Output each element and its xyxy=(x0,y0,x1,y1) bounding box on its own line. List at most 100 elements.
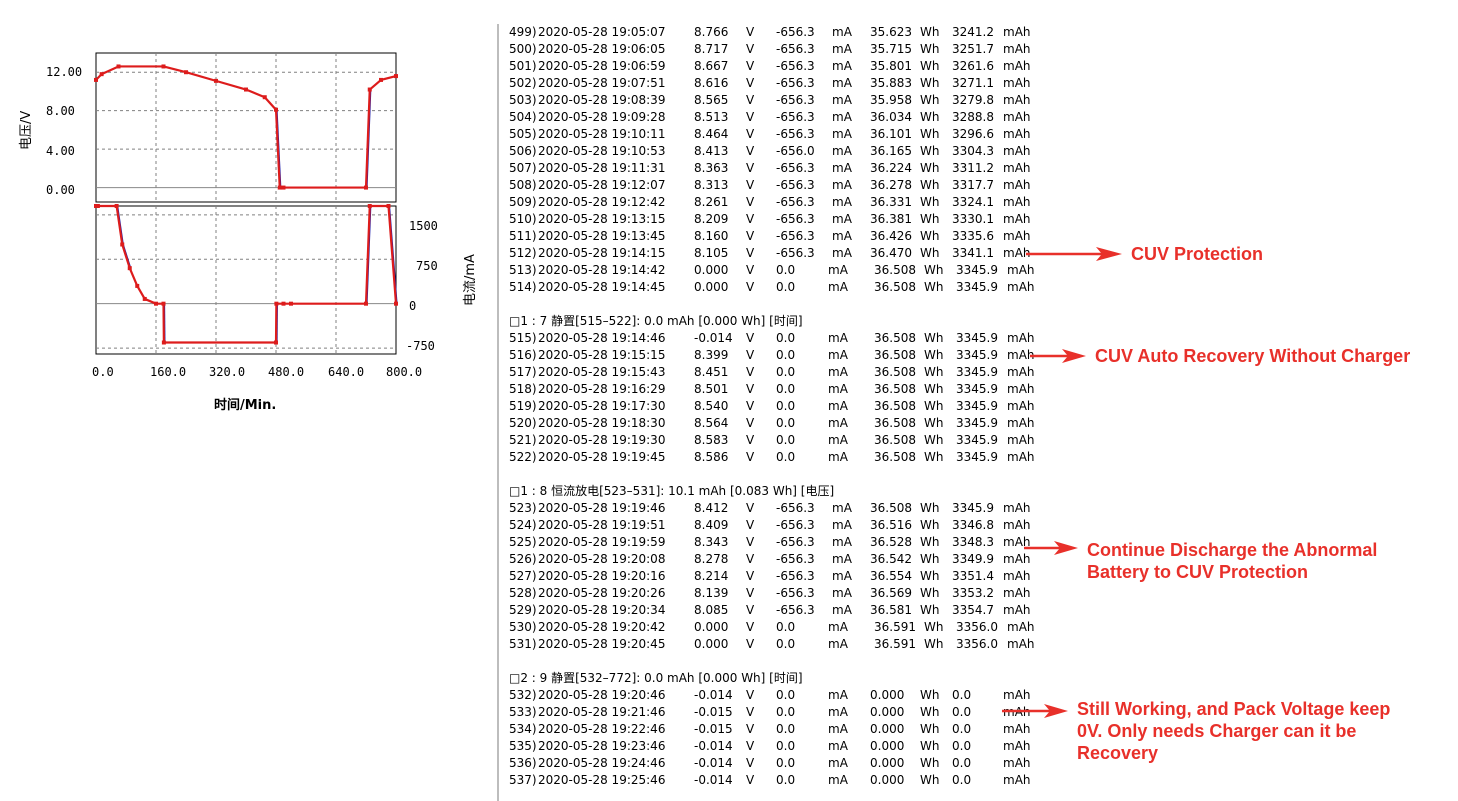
log-cell: 516) xyxy=(509,348,537,362)
log-cell: V xyxy=(746,586,755,600)
annotation-still-line1: Still Working, and Pack Voltage keep xyxy=(1077,699,1391,719)
voltage-ylabel: 电压/V xyxy=(19,111,34,150)
log-cell: 0.0 xyxy=(776,688,796,702)
log-cell: Wh xyxy=(920,722,940,736)
log-cell: 2020-05-28 19:17:30 xyxy=(538,399,666,413)
log-cell: -656.3 xyxy=(776,569,815,583)
log-cell: -656.3 xyxy=(776,603,815,617)
log-cell: V xyxy=(746,705,755,719)
log-cell: 502) xyxy=(509,76,537,90)
log-cell: mA xyxy=(828,263,848,277)
log-cell: Wh xyxy=(920,229,940,243)
log-cell: 2020-05-28 19:19:46 xyxy=(538,501,666,515)
log-cell: 8.583 xyxy=(694,433,729,447)
log-cell: 8.363 xyxy=(694,161,729,175)
log-cell: Wh xyxy=(920,42,940,56)
log-cell: 515) xyxy=(509,331,537,345)
log-cell: 0.0 xyxy=(776,263,796,277)
log-cell: mAh xyxy=(1007,331,1035,345)
log-cell: 0.000 xyxy=(694,620,729,634)
log-cell: 8.278 xyxy=(694,552,729,566)
log-cell: mA xyxy=(828,773,848,787)
log-cell: mAh xyxy=(1007,433,1035,447)
log-cell: 8.540 xyxy=(694,399,729,413)
log-cell: mA xyxy=(828,433,848,447)
current-ylabel: 电流/mA xyxy=(463,254,478,306)
log-cell: 8.451 xyxy=(694,365,729,379)
log-cell: 0.0 xyxy=(952,705,972,719)
log-cell: 36.581 xyxy=(870,603,912,617)
log-cell: 8.399 xyxy=(694,348,729,362)
log-cell: V xyxy=(746,450,755,464)
arrow-right-icon xyxy=(1002,704,1068,718)
log-cell: mAh xyxy=(1003,25,1031,39)
log-cell: 36.508 xyxy=(874,280,916,294)
log-cell: 8.139 xyxy=(694,586,729,600)
log-cell: 517) xyxy=(509,365,537,379)
arrow-right-icon xyxy=(1026,247,1122,261)
log-cell: 0.0 xyxy=(952,773,972,787)
log-cell: 35.958 xyxy=(870,93,912,107)
log-cell: 529) xyxy=(509,603,537,617)
log-step-header: □2 : 9 静置[532–772]: 0.0 mAh [0.000 Wh] [… xyxy=(509,671,803,685)
log-cell: 3348.3 xyxy=(952,535,994,549)
current-data-point xyxy=(281,301,286,306)
log-cell: mA xyxy=(828,331,848,345)
log-cell: mAh xyxy=(1007,382,1035,396)
voltage-data-point xyxy=(281,185,286,190)
log-cell: 2020-05-28 19:15:43 xyxy=(538,365,666,379)
log-cell: -656.3 xyxy=(776,161,815,175)
log-cell: mAh xyxy=(1007,637,1035,651)
log-cell: Wh xyxy=(920,518,940,532)
log-cell: mA xyxy=(832,110,852,124)
log-cell: 2020-05-28 19:20:46 xyxy=(538,688,666,702)
log-cell: Wh xyxy=(924,348,944,362)
log-cell: -656.3 xyxy=(776,518,815,532)
current-data-point xyxy=(95,204,100,208)
voltage-data-point xyxy=(94,77,98,82)
current-grid xyxy=(96,206,396,354)
log-cell: 507) xyxy=(509,161,537,175)
log-cell: mA xyxy=(832,518,852,532)
current-data-point xyxy=(367,204,372,208)
log-cell: mA xyxy=(832,144,852,158)
log-cell: 2020-05-28 19:09:28 xyxy=(538,110,666,124)
log-cell: 525) xyxy=(509,535,537,549)
log-cell: Wh xyxy=(920,535,940,549)
log-cell: 531) xyxy=(509,637,537,651)
log-cell: mAh xyxy=(1003,195,1031,209)
log-cell: 3304.3 xyxy=(952,144,994,158)
annotation-continue-line2: Battery to CUV Protection xyxy=(1087,562,1309,582)
log-cell: 3341.1 xyxy=(952,246,994,260)
log-cell: mAh xyxy=(1007,263,1035,277)
log-cell: mAh xyxy=(1003,756,1031,770)
log-cell: 513) xyxy=(509,263,537,277)
log-cell: Wh xyxy=(920,688,940,702)
log-cell: mAh xyxy=(1003,178,1031,192)
current-data-point xyxy=(127,266,132,271)
xtick-160: 160.0 xyxy=(150,365,186,379)
log-cell: 36.470 xyxy=(870,246,912,260)
log-cell: 3345.9 xyxy=(956,331,998,345)
log-step-header: □1 : 7 静置[515–522]: 0.0 mAh [0.000 Wh] [… xyxy=(509,314,803,328)
log-cell: mAh xyxy=(1003,501,1031,515)
log-cell: 3349.9 xyxy=(952,552,994,566)
log-cell: 2020-05-28 19:20:42 xyxy=(538,620,666,634)
log-cell: mAh xyxy=(1003,569,1031,583)
log-cell: mA xyxy=(832,127,852,141)
log-cell: 511) xyxy=(509,229,537,243)
log-cell: 0.0 xyxy=(776,416,796,430)
log-cell: mAh xyxy=(1007,399,1035,413)
log-cell: mAh xyxy=(1003,688,1031,702)
log-cell: mA xyxy=(828,365,848,379)
log-cell: 8.105 xyxy=(694,246,729,260)
log-cell: 36.569 xyxy=(870,586,912,600)
log-cell: 36.516 xyxy=(870,518,912,532)
log-cell: 528) xyxy=(509,586,537,600)
log-cell: V xyxy=(746,569,755,583)
log-cell: 506) xyxy=(509,144,537,158)
voltage-data-point xyxy=(379,77,383,82)
log-cell: mAh xyxy=(1003,518,1031,532)
xtick-800: 800.0 xyxy=(386,365,422,379)
log-cell: V xyxy=(746,42,755,56)
